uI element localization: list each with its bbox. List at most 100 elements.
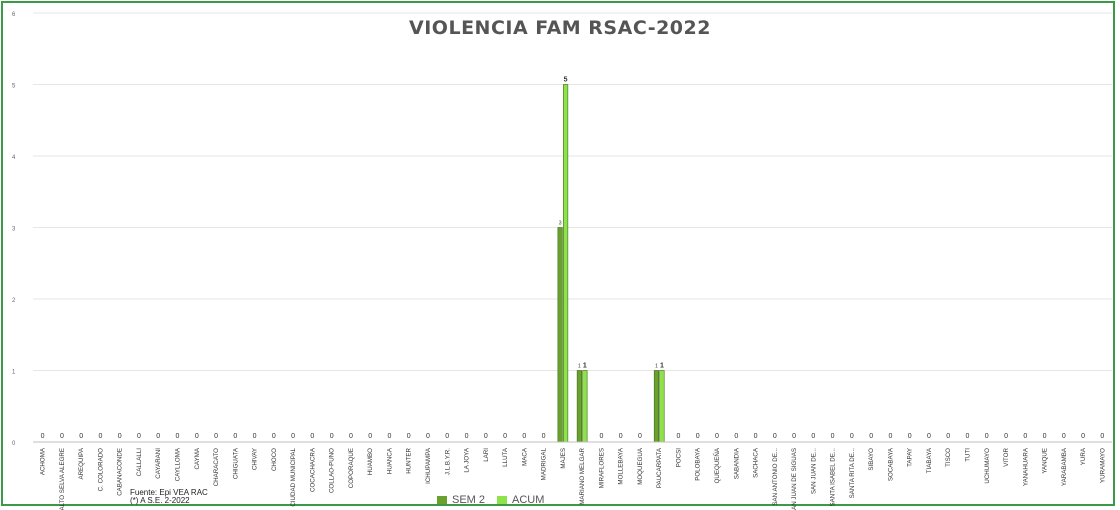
y-tick-label: 2 — [12, 298, 16, 304]
data-label: 0 — [1023, 433, 1027, 440]
data-label: 0 — [542, 433, 546, 440]
data-label: 0 — [869, 433, 873, 440]
x-tick-label: ACHOMA — [40, 447, 47, 475]
x-tick-label: PAUCARPATA — [656, 447, 663, 488]
source-date-line: (*) A S.E. 2-2022 — [130, 496, 190, 505]
data-label: 0 — [966, 433, 970, 440]
data-label-acum: 5 — [564, 77, 568, 84]
x-tick-label: TAPAY — [907, 448, 914, 467]
data-label: 0 — [137, 433, 141, 440]
data-label: 0 — [388, 433, 392, 440]
data-label: 0 — [214, 433, 218, 440]
x-tick-label: SIBAYO — [868, 448, 875, 471]
y-tick-label: 4 — [12, 155, 16, 161]
data-label: 0 — [176, 433, 180, 440]
data-label: 0 — [850, 433, 854, 440]
data-label: 0 — [465, 433, 469, 440]
data-label: 0 — [638, 433, 642, 440]
x-tick-label: CALLALLI — [136, 448, 143, 476]
data-label: 0 — [98, 433, 102, 440]
x-tick-label: HUANCA — [386, 447, 393, 474]
x-tick-label: COPORAQUE — [348, 448, 355, 488]
x-tick-label: SANTA ISABEL DE... — [830, 448, 837, 507]
x-tick-label: CHIVAY — [252, 448, 259, 470]
data-label: 0 — [927, 433, 931, 440]
x-tick-label: UCHUMAYO — [984, 448, 991, 484]
data-label: 0 — [1004, 433, 1008, 440]
y-tick-label: 0 — [12, 441, 16, 447]
x-tick-label: ALTO SELVA ALEGRE — [59, 448, 66, 510]
data-label: 0 — [484, 433, 488, 440]
data-label: 0 — [1062, 433, 1066, 440]
x-tick-label: J.L.B.Y.R. — [444, 448, 451, 475]
data-label: 0 — [291, 433, 295, 440]
x-tick-label: LARI — [483, 448, 490, 462]
data-label: 0 — [503, 433, 507, 440]
data-label: 0 — [1043, 433, 1047, 440]
data-label-sem2: 1 — [578, 364, 581, 370]
data-label: 0 — [946, 433, 950, 440]
x-tick-label: YARABAMBA — [1061, 447, 1068, 486]
source-line: Fuente: Epi VEA RAC — [130, 488, 208, 497]
data-label: 0 — [696, 433, 700, 440]
data-label: 0 — [619, 433, 623, 440]
chart-title: VIOLENCIA FAM RSAC-2022 — [409, 17, 711, 39]
data-label: 0 — [773, 433, 777, 440]
data-label: 0 — [310, 433, 314, 440]
x-tick-label: COCACHACRA — [309, 447, 316, 492]
data-label: 0 — [792, 433, 796, 440]
x-tick-label: ICHUPAMPA — [425, 447, 432, 484]
bar-acum — [659, 370, 665, 443]
x-tick-label: POLOBAYA — [695, 447, 702, 481]
x-tick-label: MADRIGAL — [541, 447, 548, 480]
x-tick-label: TIABAYA — [926, 447, 933, 473]
x-tick-label: HUNTER — [406, 447, 413, 473]
x-tick-label: LA JOYA — [464, 447, 471, 473]
data-label: 0 — [79, 433, 83, 440]
data-label: 0 — [368, 433, 372, 440]
legend-swatch-acum — [497, 496, 508, 504]
data-label: 0 — [60, 433, 64, 440]
data-label: 0 — [715, 433, 719, 440]
bar-acum — [582, 370, 588, 443]
data-label: 0 — [195, 433, 199, 440]
x-tick-label: SABANDIA — [733, 447, 740, 479]
bar-acum — [563, 84, 569, 443]
data-label: 0 — [734, 433, 738, 440]
x-tick-label: CHIGUATA — [232, 447, 239, 479]
data-label: 0 — [253, 433, 257, 440]
data-label: 0 — [445, 433, 449, 440]
x-tick-label: CAYMA — [194, 447, 201, 469]
bar-sem2 — [653, 370, 660, 443]
x-tick-label: VITOR — [1003, 447, 1010, 466]
legend-label-acum: ACUM — [512, 494, 545, 506]
legend-item-sem2: SEM 2 — [437, 494, 485, 506]
data-label-acum: 1 — [660, 363, 664, 370]
x-tick-label: SAN JUAN DE... — [810, 448, 817, 494]
x-tick-label: TISCO — [945, 448, 952, 467]
x-tick-label: YANAHUARA — [1022, 447, 1029, 486]
data-label: 0 — [888, 433, 892, 440]
bar-sem2 — [557, 227, 563, 443]
x-tick-label: SOCABAYA — [887, 447, 894, 481]
data-label-acum: 1 — [583, 363, 587, 370]
data-label: 0 — [156, 433, 160, 440]
x-tick-label: SAN JUAN DE SIGUAS — [791, 448, 798, 510]
chart-legend: SEM 2 ACUM — [437, 494, 544, 506]
x-tick-label: SAN ANTONIO DE... — [772, 448, 779, 506]
chart-source-note: Fuente: Epi VEA RAC (*) A S.E. 2-2022 — [130, 489, 208, 505]
data-label: 0 — [831, 433, 835, 440]
data-label: 0 — [426, 433, 430, 440]
x-tick-label: C. COLORADO — [97, 448, 104, 492]
data-label: 0 — [677, 433, 681, 440]
x-tick-label: MOLLEBAYA — [618, 447, 625, 484]
data-label-sem2: 3 — [559, 221, 562, 227]
data-label: 0 — [407, 433, 411, 440]
data-label: 0 — [349, 433, 353, 440]
data-label: 0 — [811, 433, 815, 440]
y-tick-label: 3 — [12, 227, 16, 233]
x-tick-label: YURA — [1080, 447, 1087, 465]
x-tick-label: HUAMBO — [367, 448, 374, 475]
